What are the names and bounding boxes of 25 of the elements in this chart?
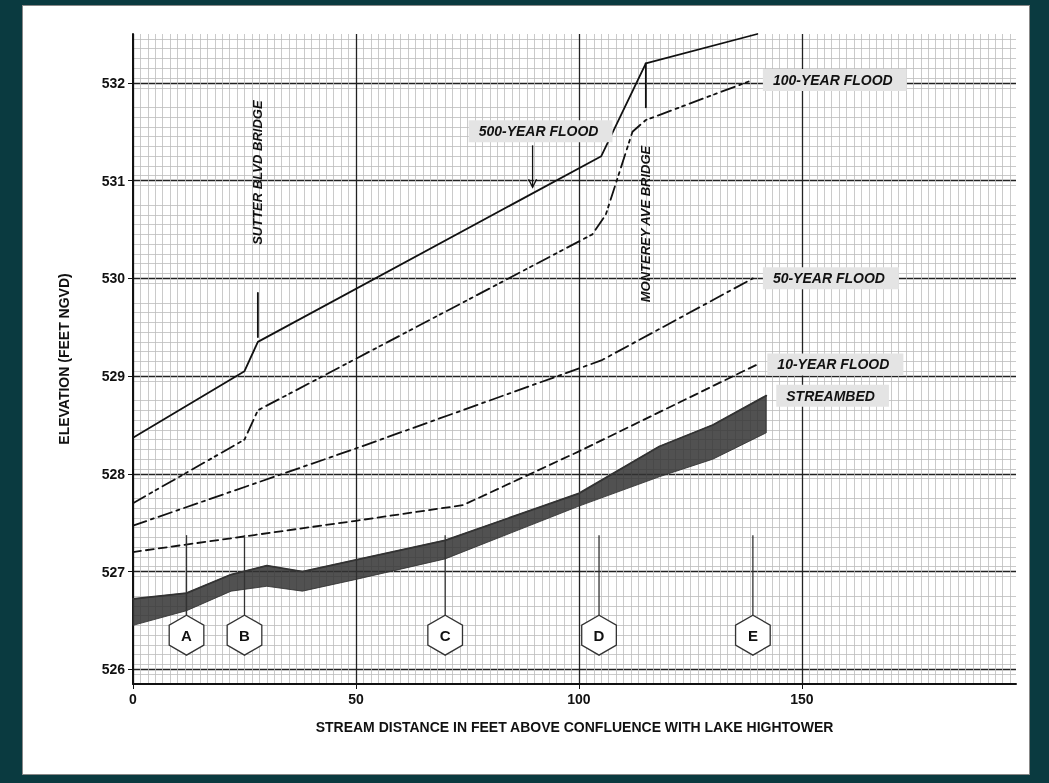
series-label: 100-YEAR FLOOD bbox=[772, 71, 893, 88]
y-tick-label: 528 bbox=[101, 465, 126, 482]
series-label: 10-YEAR FLOOD bbox=[777, 356, 890, 373]
annotation: SUTTER BLVD BRIDGE bbox=[250, 100, 266, 245]
annotation: E bbox=[747, 626, 758, 644]
y-tick-label: 527 bbox=[101, 563, 126, 580]
series-label: 50-YEAR FLOOD bbox=[772, 270, 885, 287]
annotation: D bbox=[593, 626, 605, 644]
annotation: B bbox=[239, 626, 251, 644]
x-axis-title: STREAM DISTANCE IN FEET ABOVE CONFLUENCE WITH LAKE HIGHTOWER bbox=[315, 719, 834, 735]
annotation: C bbox=[439, 626, 451, 644]
x-tick-label: 50 bbox=[348, 691, 364, 707]
annotation: A bbox=[181, 626, 193, 644]
y-tick-label: 532 bbox=[101, 74, 126, 91]
y-axis-title: ELEVATION (FEET NGVD) bbox=[56, 273, 72, 445]
y-tick-label: 530 bbox=[101, 270, 126, 287]
y-tick-label: 529 bbox=[101, 368, 126, 385]
series-label: STREAMBED bbox=[786, 387, 875, 404]
annotation: MONTEREY AVE BRIDGE bbox=[638, 145, 654, 303]
x-tick-label: 0 bbox=[129, 691, 138, 707]
x-tick-label: 100 bbox=[567, 691, 591, 707]
y-tick-label: 526 bbox=[101, 661, 126, 678]
series-label: 500-YEAR FLOOD bbox=[478, 123, 599, 140]
y-tick-label: 531 bbox=[101, 172, 126, 189]
x-tick-label: 150 bbox=[790, 691, 814, 707]
